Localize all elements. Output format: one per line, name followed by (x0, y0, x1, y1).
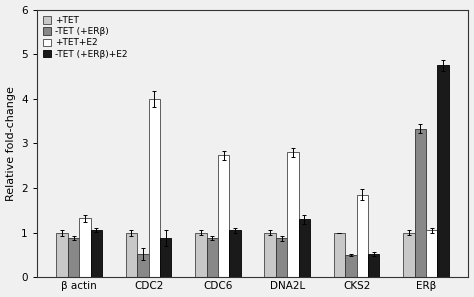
Bar (299, 219, 310, 277)
Bar (229, 230, 241, 277)
Bar (91, 230, 102, 277)
Bar (334, 233, 345, 277)
Bar (207, 238, 218, 277)
Bar (218, 155, 229, 277)
Bar (368, 254, 380, 277)
Bar (426, 230, 438, 277)
Bar (264, 233, 276, 277)
Bar (160, 238, 172, 277)
Bar (79, 218, 91, 277)
Bar (276, 238, 287, 277)
Bar (137, 254, 148, 277)
Bar (415, 129, 426, 277)
Bar (148, 99, 160, 277)
Bar (195, 233, 207, 277)
Bar (56, 233, 68, 277)
Bar (287, 152, 299, 277)
Y-axis label: Relative fold-change: Relative fold-change (6, 86, 16, 201)
Bar (345, 255, 356, 277)
Bar (438, 65, 449, 277)
Bar (356, 195, 368, 277)
Bar (126, 233, 137, 277)
Bar (68, 238, 79, 277)
Bar (403, 233, 415, 277)
Legend: +TET, -TET (+ERβ), +TET+E2, -TET (+ERβ)+E2: +TET, -TET (+ERβ), +TET+E2, -TET (+ERβ)+… (39, 12, 131, 62)
